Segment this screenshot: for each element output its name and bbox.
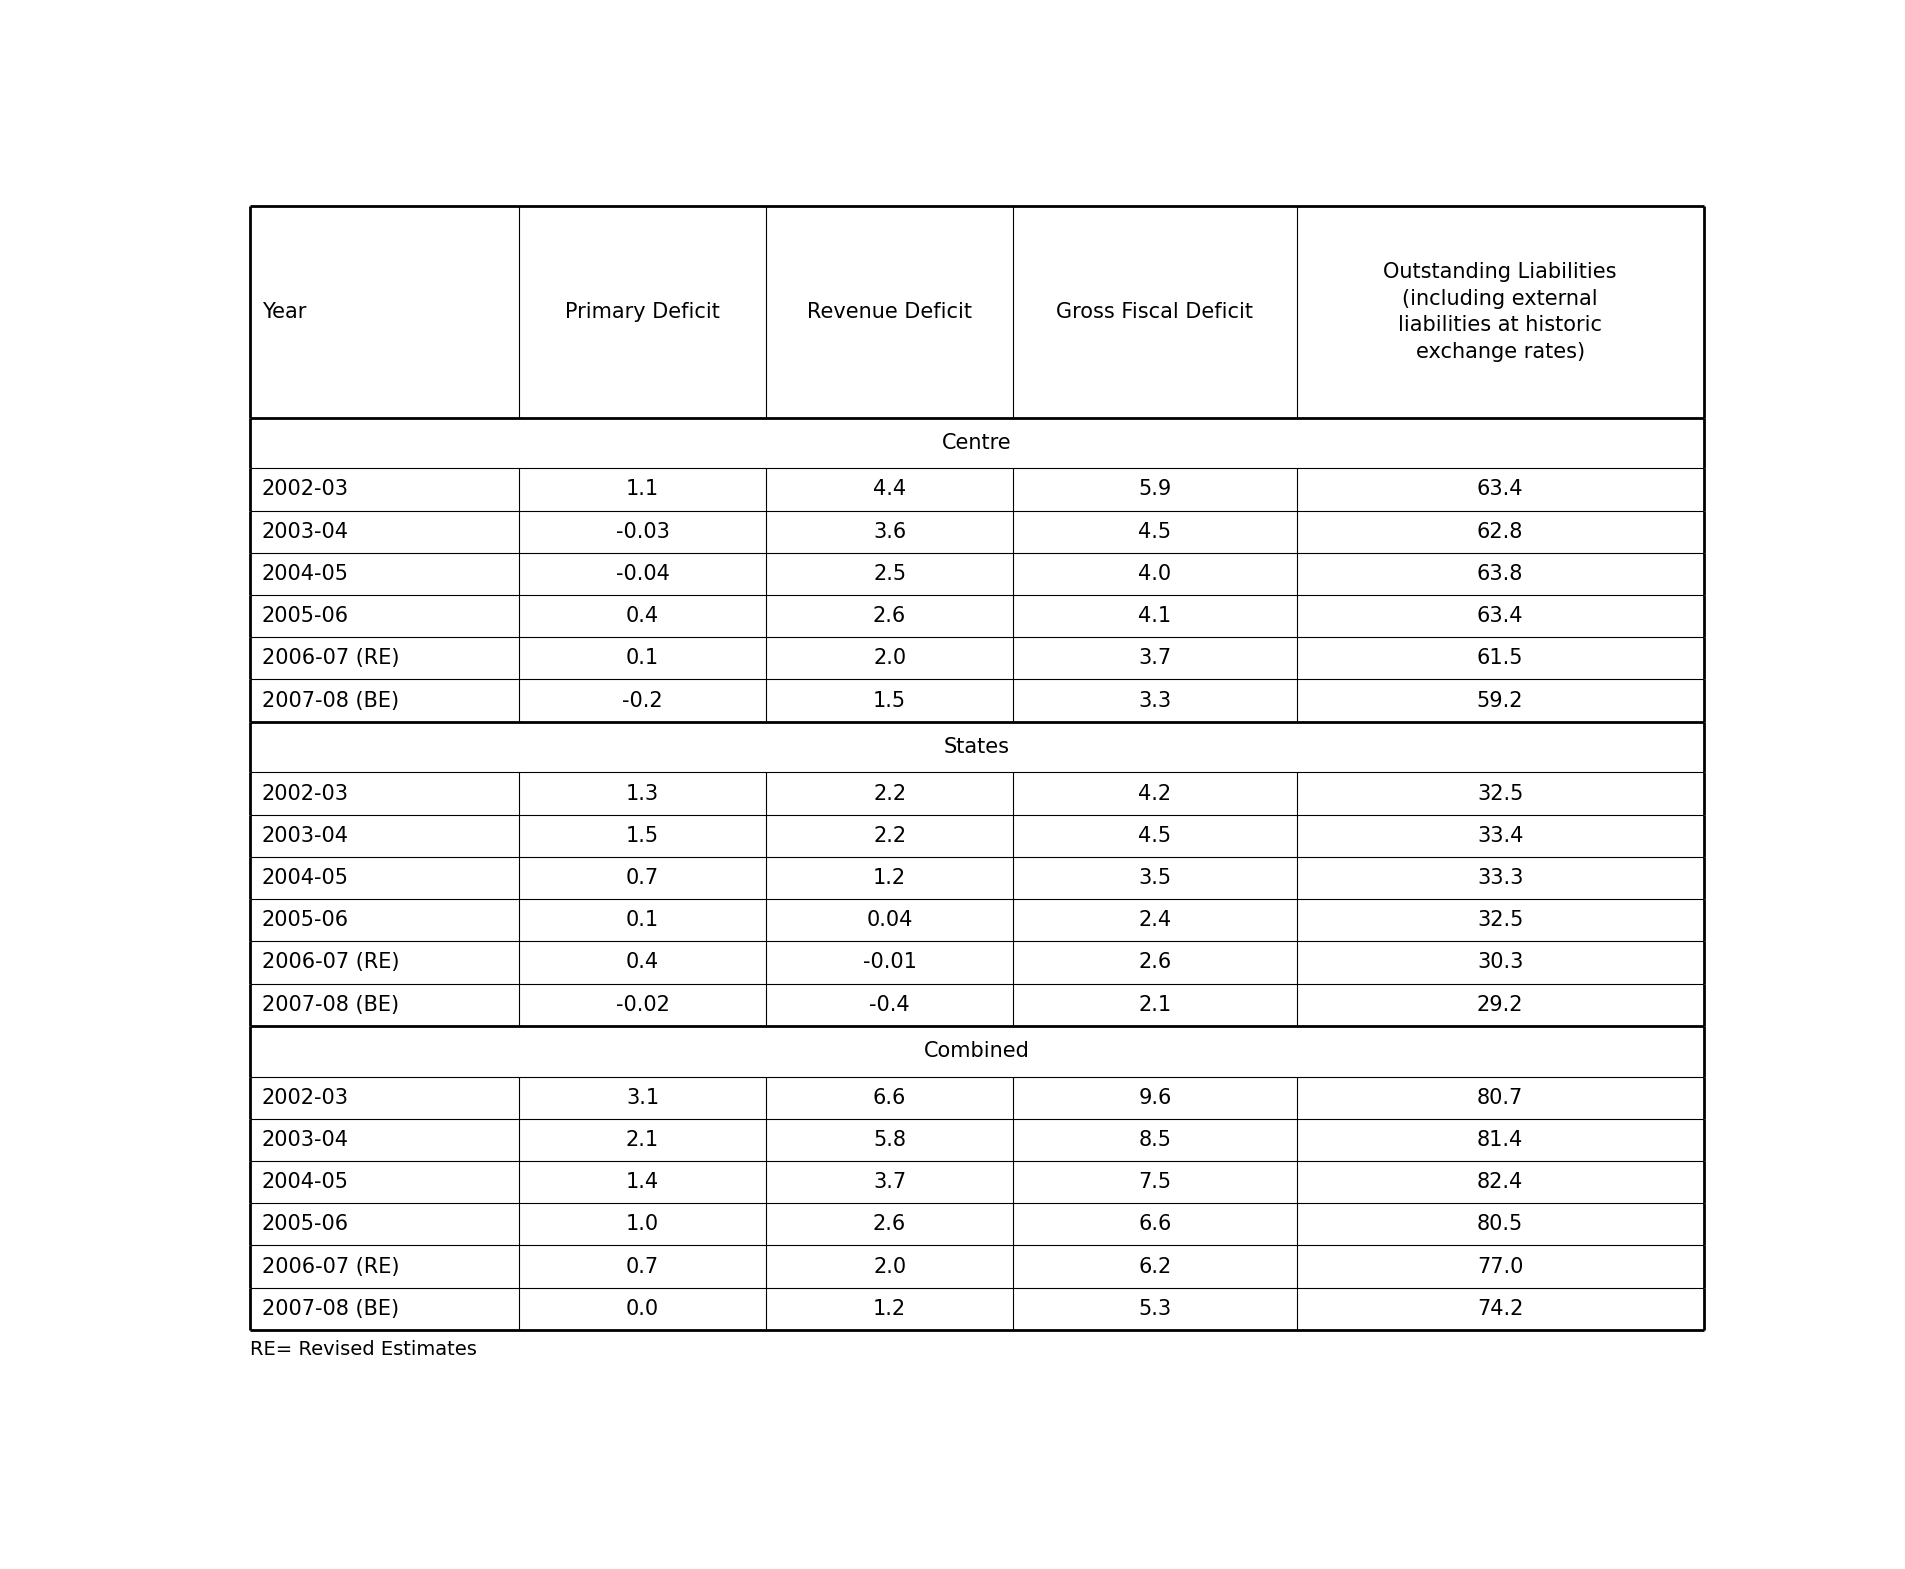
Text: -0.01: -0.01 [863,952,916,973]
Text: 1.2: 1.2 [872,868,905,888]
Text: 2002-03: 2002-03 [261,1087,349,1108]
Text: States: States [943,737,1010,758]
Text: 32.5: 32.5 [1476,783,1522,803]
Text: 9.6: 9.6 [1137,1087,1172,1108]
Text: 2004-05: 2004-05 [261,563,349,584]
Text: 3.7: 3.7 [872,1172,905,1192]
Text: 0.4: 0.4 [625,952,659,973]
Text: Combined: Combined [924,1042,1029,1061]
Text: 4.0: 4.0 [1137,563,1172,584]
Text: 59.2: 59.2 [1476,690,1522,711]
Text: 2007-08 (BE): 2007-08 (BE) [261,1299,398,1320]
Text: Centre: Centre [941,433,1012,453]
Text: -0.03: -0.03 [615,521,669,541]
Text: 3.3: 3.3 [1137,690,1172,711]
Text: Outstanding Liabilities
(including external
liabilities at historic
exchange rat: Outstanding Liabilities (including exter… [1383,262,1615,361]
Text: 5.8: 5.8 [872,1130,905,1150]
Text: 2.4: 2.4 [1137,910,1172,930]
Text: Primary Deficit: Primary Deficit [564,301,720,322]
Text: 4.5: 4.5 [1137,521,1172,541]
Text: 2.2: 2.2 [872,825,905,846]
Text: -0.4: -0.4 [869,995,909,1015]
Text: 0.1: 0.1 [625,648,659,668]
Text: 5.3: 5.3 [1137,1299,1172,1320]
Text: 80.5: 80.5 [1476,1214,1522,1235]
Text: 4.5: 4.5 [1137,825,1172,846]
Text: 4.4: 4.4 [872,480,905,499]
Text: 1.4: 1.4 [625,1172,659,1192]
Text: -0.02: -0.02 [615,995,669,1015]
Text: 2.1: 2.1 [1137,995,1172,1015]
Text: 1.0: 1.0 [625,1214,659,1235]
Text: 2.6: 2.6 [872,606,905,626]
Text: 8.5: 8.5 [1137,1130,1172,1150]
Text: 2.2: 2.2 [872,783,905,803]
Text: Revenue Deficit: Revenue Deficit [806,301,972,322]
Text: 2005-06: 2005-06 [261,1214,349,1235]
Text: 2007-08 (BE): 2007-08 (BE) [261,690,398,711]
Text: 2.6: 2.6 [1137,952,1172,973]
Text: 0.7: 0.7 [625,1257,659,1277]
Text: 3.7: 3.7 [1137,648,1172,668]
Text: 2004-05: 2004-05 [261,868,349,888]
Text: 2.1: 2.1 [625,1130,659,1150]
Text: 0.0: 0.0 [625,1299,659,1320]
Text: 2006-07 (RE): 2006-07 (RE) [261,952,400,973]
Text: 1.5: 1.5 [625,825,659,846]
Text: 81.4: 81.4 [1476,1130,1522,1150]
Text: 63.8: 63.8 [1476,563,1522,584]
Text: 2003-04: 2003-04 [261,521,349,541]
Text: 2006-07 (RE): 2006-07 (RE) [261,1257,400,1277]
Text: 82.4: 82.4 [1476,1172,1522,1192]
Text: 2.0: 2.0 [872,1257,905,1277]
Text: 2.0: 2.0 [872,648,905,668]
Text: -0.04: -0.04 [615,563,669,584]
Text: 61.5: 61.5 [1476,648,1522,668]
Text: 2.5: 2.5 [872,563,905,584]
Text: 7.5: 7.5 [1137,1172,1172,1192]
Text: 33.3: 33.3 [1476,868,1522,888]
Text: 32.5: 32.5 [1476,910,1522,930]
Text: 2003-04: 2003-04 [261,1130,349,1150]
Text: 0.4: 0.4 [625,606,659,626]
Text: 80.7: 80.7 [1476,1087,1522,1108]
Text: -0.2: -0.2 [621,690,663,711]
Text: 62.8: 62.8 [1476,521,1522,541]
Text: 6.2: 6.2 [1137,1257,1172,1277]
Text: RE= Revised Estimates: RE= Revised Estimates [250,1340,476,1359]
Text: Year: Year [261,301,307,322]
Text: 29.2: 29.2 [1476,995,1522,1015]
Text: 2002-03: 2002-03 [261,783,349,803]
Text: 63.4: 63.4 [1476,606,1522,626]
Text: 1.5: 1.5 [872,690,905,711]
Text: 2005-06: 2005-06 [261,606,349,626]
Text: 6.6: 6.6 [872,1087,905,1108]
Text: 3.5: 3.5 [1137,868,1172,888]
Text: 30.3: 30.3 [1476,952,1522,973]
Text: 4.2: 4.2 [1137,783,1172,803]
Text: 3.1: 3.1 [625,1087,659,1108]
Text: 1.1: 1.1 [625,480,659,499]
Text: 74.2: 74.2 [1476,1299,1522,1320]
Text: 5.9: 5.9 [1137,480,1172,499]
Text: 3.6: 3.6 [872,521,905,541]
Text: 2.6: 2.6 [872,1214,905,1235]
Text: 33.4: 33.4 [1476,825,1522,846]
Text: 0.1: 0.1 [625,910,659,930]
Text: 2006-07 (RE): 2006-07 (RE) [261,648,400,668]
Text: 2002-03: 2002-03 [261,480,349,499]
Text: 1.3: 1.3 [625,783,659,803]
Text: Gross Fiscal Deficit: Gross Fiscal Deficit [1055,301,1253,322]
Text: 2003-04: 2003-04 [261,825,349,846]
Text: 1.2: 1.2 [872,1299,905,1320]
Text: 2007-08 (BE): 2007-08 (BE) [261,995,398,1015]
Text: 4.1: 4.1 [1137,606,1172,626]
Text: 2005-06: 2005-06 [261,910,349,930]
Text: 77.0: 77.0 [1476,1257,1522,1277]
Text: 63.4: 63.4 [1476,480,1522,499]
Text: 0.7: 0.7 [625,868,659,888]
Text: 0.04: 0.04 [867,910,912,930]
Text: 2004-05: 2004-05 [261,1172,349,1192]
Text: 6.6: 6.6 [1137,1214,1172,1235]
